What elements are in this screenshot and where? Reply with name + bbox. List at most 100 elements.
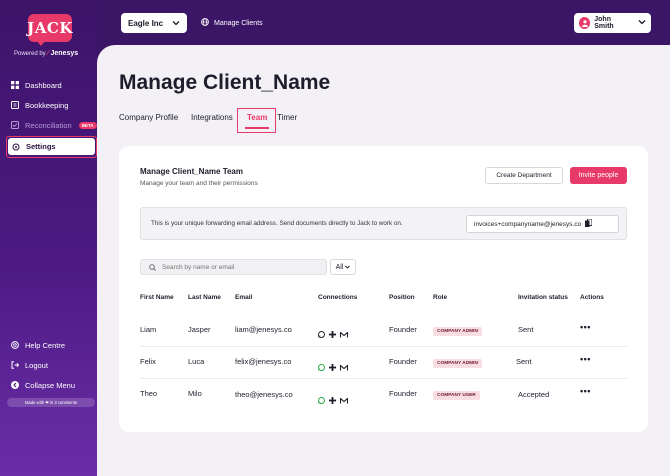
- forwarding-email: invoices+companyname@jenesys.co: [474, 220, 582, 228]
- chevron-down-icon: [172, 19, 180, 28]
- cell-last-name: Milo: [188, 389, 202, 398]
- made-with-badge: Made with ❤ in 3 continents: [7, 398, 95, 407]
- cell-connections: [318, 358, 349, 376]
- help-icon: [11, 341, 19, 349]
- sidebar-item-logout[interactable]: Logout: [11, 357, 48, 373]
- search-input[interactable]: [162, 263, 312, 271]
- create-department-button[interactable]: Create Department: [485, 167, 563, 184]
- gmail-icon: [339, 358, 349, 376]
- sidebar-item-reconciliation[interactable]: Reconciliation BETA: [11, 117, 97, 133]
- slack-icon: [329, 391, 336, 409]
- team-tab-highlight: [237, 108, 276, 133]
- column-header-connections: Connections: [318, 294, 358, 301]
- cell-invitation-status: Sent: [516, 357, 532, 366]
- sidebar-item-label: Help Centre: [25, 340, 66, 350]
- cell-last-name: Luca: [188, 357, 205, 366]
- cell-connections: [318, 325, 349, 343]
- column-header-first-name: First Name: [140, 294, 174, 301]
- beta-badge: BETA: [78, 121, 97, 129]
- cell-last-name: Jasper: [188, 325, 211, 334]
- invite-people-button[interactable]: Invite people: [570, 167, 627, 184]
- forwarding-note: This is your unique forwarding email add…: [151, 220, 403, 227]
- search-icon: [149, 258, 156, 276]
- row-actions-menu[interactable]: •••: [580, 354, 591, 364]
- team-card: [119, 146, 648, 432]
- jack-logo[interactable]: JACK: [27, 14, 73, 42]
- sidebar-item-label: Collapse Menu: [25, 380, 76, 390]
- whatsapp-icon: [318, 325, 325, 343]
- sidebar-item-settings[interactable]: Settings: [8, 138, 95, 155]
- row-actions-menu[interactable]: •••: [580, 322, 591, 332]
- cell-first-name: Felix: [140, 357, 156, 366]
- tab-team[interactable]: Team: [247, 113, 268, 122]
- role-badge: COMPANY ADMIN: [433, 327, 482, 336]
- column-header-last-name: Last Name: [188, 294, 221, 301]
- cell-position: Founder: [389, 325, 417, 334]
- row-actions-menu[interactable]: •••: [580, 386, 591, 396]
- row-divider: [140, 378, 627, 379]
- sidebar-item-label: Dashboard: [25, 80, 62, 90]
- page-title: Manage Client_Name: [119, 71, 331, 94]
- powered-by: Powered by ⁄ Jenesys: [14, 50, 79, 57]
- sidebar-item-label: Logout: [25, 360, 48, 370]
- gmail-icon: [339, 391, 349, 409]
- role-badge: COMPANY ADMIN: [433, 359, 482, 368]
- logout-icon: [11, 361, 19, 369]
- sidebar-item-label: Bookkeeping: [25, 100, 69, 110]
- team-card-title: Manage Client_Name Team: [140, 167, 243, 176]
- globe-icon: [201, 18, 209, 28]
- sidebar-item-bookkeeping[interactable]: Bookkeeping: [11, 97, 68, 113]
- cell-invitation-status: Accepted: [518, 390, 550, 399]
- column-header-actions: Actions: [580, 294, 604, 301]
- row-divider: [140, 346, 627, 347]
- cell-invitation-status: Sent: [518, 325, 534, 334]
- role-badge: COMPANY USER: [433, 391, 480, 400]
- chevron-down-icon: [638, 19, 646, 27]
- cell-email: liam@jenesys.co: [235, 325, 292, 334]
- active-tab-underline: [245, 127, 269, 129]
- logo-text: JACK: [27, 19, 73, 37]
- column-header-position: Position: [389, 294, 415, 301]
- team-card-subtitle: Manage your team and their permissions: [140, 180, 258, 187]
- sidebar-item-collapse[interactable]: Collapse Menu: [11, 377, 75, 393]
- cell-connections: [318, 391, 349, 409]
- user-menu[interactable]: John Smith: [574, 13, 651, 33]
- slack-icon: [329, 358, 336, 376]
- collapse-icon: [11, 381, 19, 389]
- forwarding-email-copy[interactable]: invoices+companyname@jenesys.co: [466, 215, 619, 233]
- cell-position: Founder: [389, 389, 417, 398]
- slack-icon: [329, 325, 336, 343]
- reconcile-icon: [11, 121, 19, 129]
- whatsapp-icon: [318, 358, 325, 376]
- sidebar-item-label: Reconciliation: [25, 120, 72, 130]
- column-header-invitation-status: Invitation status: [518, 294, 568, 301]
- company-selector[interactable]: Eagle Inc: [121, 13, 187, 33]
- manage-clients-link[interactable]: Manage Clients: [201, 18, 263, 28]
- tab-integrations[interactable]: Integrations: [191, 113, 233, 122]
- cell-email: theo@jenesys.co: [235, 390, 293, 399]
- column-header-role: Role: [433, 294, 448, 301]
- search-field[interactable]: [140, 259, 327, 275]
- chevron-down-icon: [345, 264, 351, 271]
- book-icon: [11, 101, 19, 109]
- whatsapp-icon: [318, 391, 325, 409]
- sidebar-item-dashboard[interactable]: Dashboard: [11, 77, 62, 93]
- avatar: [579, 17, 591, 29]
- logo-tail: [36, 40, 46, 46]
- manage-clients-label: Manage Clients: [214, 19, 263, 27]
- user-name: John Smith: [594, 16, 614, 30]
- filter-value: All: [335, 263, 344, 271]
- cell-first-name: Liam: [140, 325, 157, 334]
- powered-brand: Jenesys: [50, 50, 79, 57]
- settings-highlight: [6, 136, 97, 158]
- tab-timer[interactable]: Timer: [277, 113, 298, 122]
- gmail-icon: [339, 325, 349, 343]
- sidebar: [0, 0, 97, 476]
- filter-select[interactable]: All: [330, 259, 356, 275]
- cell-email: felix@jenesys.co: [235, 357, 292, 366]
- cell-position: Founder: [389, 357, 417, 366]
- sidebar-item-help[interactable]: Help Centre: [11, 337, 65, 353]
- copy-icon[interactable]: [585, 218, 593, 229]
- powered-prefix: Powered by: [14, 51, 46, 57]
- tab-company-profile[interactable]: Company Profile: [119, 113, 179, 122]
